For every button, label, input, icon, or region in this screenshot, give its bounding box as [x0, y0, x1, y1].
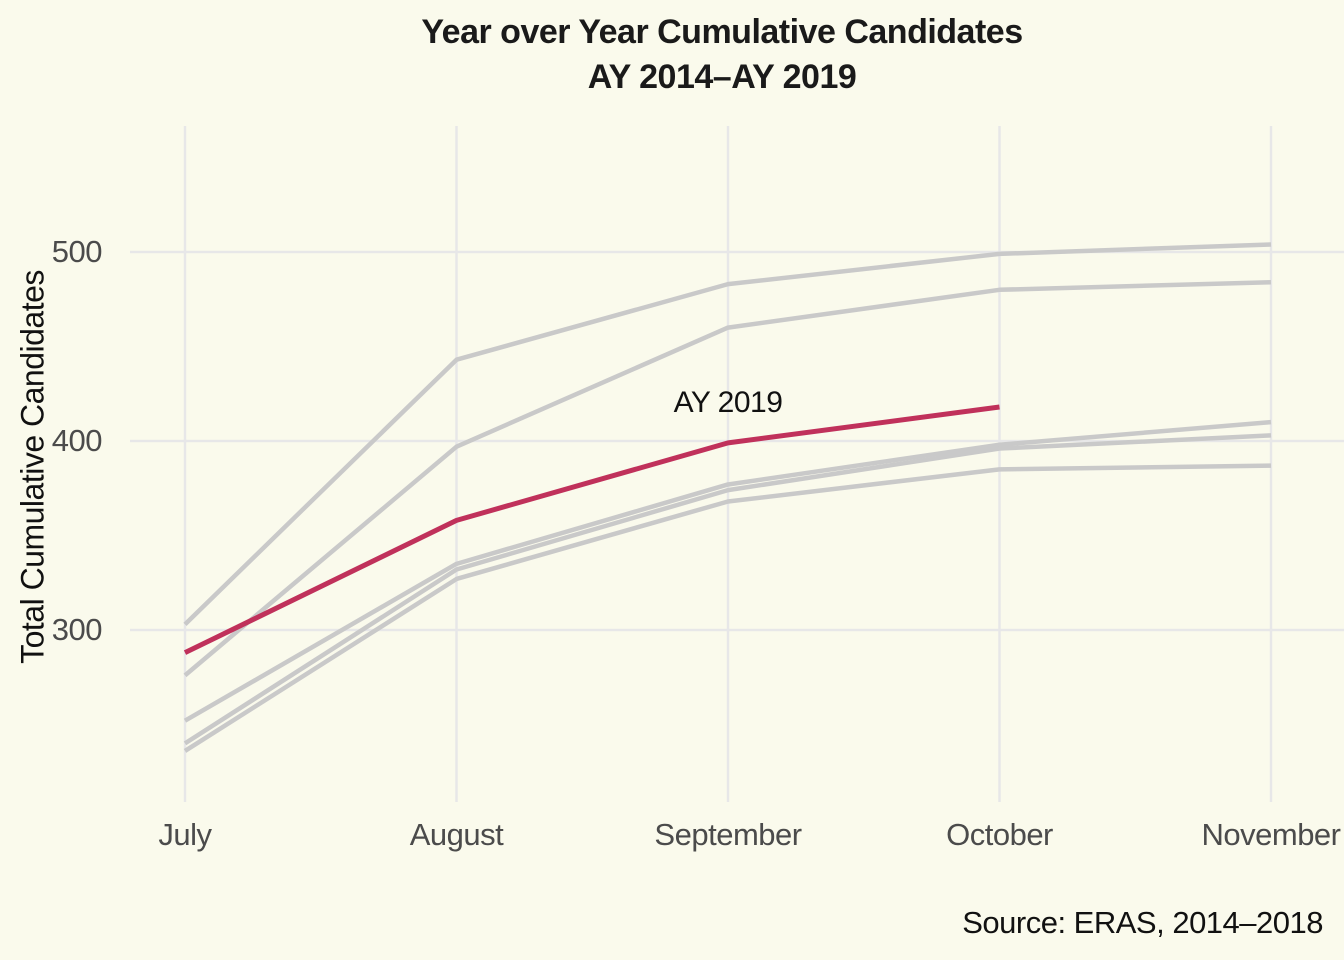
series-line-gray-4 [183, 433, 1272, 746]
x-tick-label-october: October [946, 817, 1053, 852]
x-tick-label-july: July [158, 817, 212, 852]
title-block: Year over Year Cumulative Candidates AY … [100, 10, 1344, 100]
x-tick-label-november: November [1201, 817, 1342, 852]
x-tick-label-august: August [409, 817, 504, 852]
series-line-gray-5 [183, 463, 1272, 753]
y-tick-label-500: 500 [51, 234, 103, 269]
chart-subtitle: AY 2014–AY 2019 [587, 58, 857, 96]
series-line-ay-2019 [183, 404, 1000, 655]
series-line-gray-3 [183, 419, 1272, 723]
y-tick-label-400: 400 [51, 423, 103, 458]
y-tick-label-300: 300 [51, 612, 103, 647]
x-tick-label-september: September [654, 817, 802, 852]
source-caption: Source: ERAS, 2014–2018 [962, 905, 1323, 940]
ay-2019-series-label: AY 2019 [673, 386, 783, 420]
series-line-gray-1 [183, 242, 1272, 626]
series-line-gray-2 [183, 279, 1272, 678]
chart-title: Year over Year Cumulative Candidates [421, 13, 1023, 51]
